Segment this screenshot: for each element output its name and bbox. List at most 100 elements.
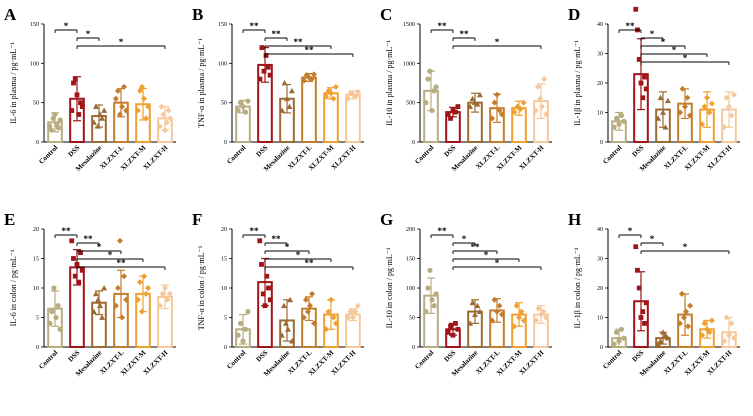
y-tick-label: 500 xyxy=(406,101,415,107)
significance-label: * xyxy=(119,37,124,47)
data-point xyxy=(469,95,476,102)
data-point xyxy=(264,273,270,279)
data-point xyxy=(281,80,288,86)
category-label: XLZXT-H xyxy=(330,348,358,376)
data-point xyxy=(242,109,249,115)
y-tick-label: 10 xyxy=(33,286,39,292)
data-point xyxy=(636,285,642,291)
panel-B: B 0 50 100 150 TNF-α in plasma / pg·mL⁻¹ Contr… xyxy=(192,5,364,173)
category-label: Control xyxy=(225,144,247,166)
significance-label: ** xyxy=(471,242,481,252)
data-point xyxy=(513,302,520,309)
panel-E: E 0 5 10 15 20 IL-6 in colon / pg·mL⁻¹ Control D… xyxy=(4,210,176,378)
data-point xyxy=(282,320,289,326)
y-tick-label: 50 xyxy=(409,316,415,322)
data-point xyxy=(536,95,543,102)
data-point xyxy=(450,108,456,113)
data-point xyxy=(676,320,683,327)
data-point xyxy=(240,338,246,344)
category-label: DSS xyxy=(443,144,458,159)
data-point xyxy=(640,95,646,101)
y-tick-label: 15 xyxy=(221,257,227,263)
data-point xyxy=(261,68,267,74)
data-point xyxy=(704,94,710,101)
category-label: Control xyxy=(601,144,623,166)
data-point xyxy=(119,103,126,110)
y-tick-label: 0 xyxy=(224,345,227,351)
data-point xyxy=(51,285,57,291)
data-point xyxy=(69,238,75,244)
data-point xyxy=(119,314,126,321)
data-point xyxy=(687,302,694,309)
data-point xyxy=(158,103,165,110)
significance-label: * xyxy=(661,37,666,47)
category-label: XLZXT-H xyxy=(518,348,546,376)
data-point xyxy=(496,302,503,309)
category-label: DSS xyxy=(255,144,270,159)
data-point xyxy=(289,338,296,344)
y-tick-label: 100 xyxy=(406,286,415,292)
data-point xyxy=(699,332,706,339)
data-point xyxy=(684,94,691,101)
data-point xyxy=(138,83,145,90)
data-point xyxy=(288,87,295,94)
data-point xyxy=(476,91,483,98)
data-point xyxy=(498,111,505,118)
data-point xyxy=(76,112,82,117)
data-point xyxy=(642,321,647,326)
data-point xyxy=(636,57,642,62)
data-point xyxy=(664,335,671,341)
y-axis-label: IL-1β in plasma / pg·mL⁻¹ xyxy=(573,40,582,126)
data-point xyxy=(532,107,539,114)
data-point xyxy=(71,80,76,86)
data-point xyxy=(156,123,163,130)
data-point xyxy=(455,326,461,332)
data-point xyxy=(301,77,308,84)
significance-label: * xyxy=(628,226,633,236)
data-point xyxy=(721,124,728,131)
data-point xyxy=(726,332,732,339)
significance-label: * xyxy=(86,29,91,39)
panel-letter: C xyxy=(380,5,392,24)
data-point xyxy=(491,296,498,303)
panel-letter: H xyxy=(568,210,581,229)
data-point xyxy=(354,302,361,309)
data-point xyxy=(448,116,453,121)
data-point xyxy=(97,111,104,117)
data-point xyxy=(686,112,693,119)
y-axis-label: TNF-α in plasma / pg·mL⁻¹ xyxy=(197,38,206,128)
data-point xyxy=(350,314,356,321)
significance-label: ** xyxy=(84,234,94,244)
data-point xyxy=(664,97,671,104)
significance-label: * xyxy=(108,250,113,260)
data-point xyxy=(467,103,474,109)
data-point xyxy=(267,297,273,303)
significance-label: * xyxy=(285,242,290,252)
data-point xyxy=(494,91,500,98)
data-point xyxy=(345,95,352,102)
data-point xyxy=(101,285,108,291)
data-point xyxy=(723,94,730,101)
y-tick-label: 10 xyxy=(221,286,227,292)
significance-label: ** xyxy=(250,226,260,236)
data-point xyxy=(677,109,684,116)
y-axis-label: IL-10 in plasma / pg·mL⁻¹ xyxy=(385,40,394,126)
data-point xyxy=(445,112,451,117)
data-point xyxy=(235,332,241,338)
data-point xyxy=(311,320,318,327)
panel-letter: B xyxy=(192,5,203,24)
data-point xyxy=(141,95,148,102)
data-point xyxy=(701,103,708,110)
y-tick-label: 0 xyxy=(412,140,415,146)
data-point xyxy=(450,332,456,338)
significance-label: ** xyxy=(117,258,127,268)
significance-label: * xyxy=(462,234,467,244)
data-point xyxy=(541,76,548,83)
y-tick-label: 100 xyxy=(218,61,227,67)
y-tick-label: 20 xyxy=(221,227,227,233)
data-point xyxy=(134,107,141,114)
data-point xyxy=(542,314,549,321)
bar-XLZXT-H xyxy=(345,93,361,144)
data-point xyxy=(242,326,249,332)
category-label: DSS xyxy=(631,144,646,159)
